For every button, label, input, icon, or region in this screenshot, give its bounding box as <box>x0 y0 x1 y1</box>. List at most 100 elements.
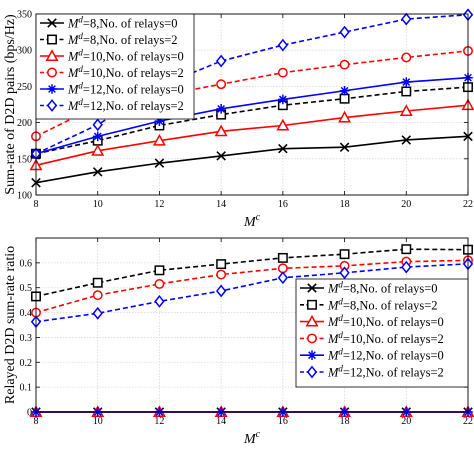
data-point <box>154 265 165 276</box>
legend-label: Md=10,No. of relays=2 <box>67 64 184 80</box>
y-tick-label: 0.2 <box>20 358 33 369</box>
x-tick-label: 14 <box>216 416 226 427</box>
data-point <box>92 118 103 132</box>
data-point <box>276 118 290 131</box>
data-point <box>338 110 352 123</box>
legend-marker <box>307 350 317 360</box>
data-point <box>278 94 288 105</box>
x-tick-label: 12 <box>154 199 164 210</box>
data-point <box>399 104 413 116</box>
series-line <box>35 76 469 155</box>
y-tick-label: 0.3 <box>20 333 33 344</box>
legend-label: Md=12,No. of relays=2 <box>327 364 444 380</box>
series-line <box>35 259 469 314</box>
legend-label: Md=12,No. of relays=2 <box>67 97 184 113</box>
x-tick-label: 18 <box>340 199 350 210</box>
data-point <box>277 38 289 52</box>
x-tick-label: 22 <box>463 416 473 427</box>
y-tick-label: 300 <box>17 46 32 57</box>
legend-marker <box>46 99 58 112</box>
y-tick-label: 200 <box>17 118 32 129</box>
data-point <box>216 79 227 90</box>
data-point <box>277 252 288 263</box>
x-tick-label: 8 <box>34 416 39 427</box>
data-point <box>401 12 412 26</box>
data-point <box>401 52 412 63</box>
data-point <box>92 167 103 177</box>
data-point <box>215 284 227 298</box>
data-point <box>216 269 227 280</box>
legend-label: Md=12,No. of relays=0 <box>327 347 444 363</box>
data-point <box>401 135 412 145</box>
data-point <box>92 306 103 320</box>
y-tick-label: 0.1 <box>20 383 33 394</box>
x-tick-label: 18 <box>340 416 350 427</box>
legend-marker <box>307 283 317 293</box>
series-line <box>35 86 469 155</box>
legend-marker <box>45 49 59 61</box>
y-tick-label: 0.5 <box>20 283 33 294</box>
data-point <box>277 271 289 285</box>
data-point <box>214 124 228 137</box>
data-point <box>277 67 288 78</box>
data-point <box>154 294 165 308</box>
legend-marker <box>47 34 57 45</box>
data-point <box>92 290 103 301</box>
x-tick-label: 20 <box>401 416 411 427</box>
data-point <box>339 25 350 39</box>
x-tick-label: 20 <box>401 199 411 210</box>
data-point <box>92 131 103 142</box>
data-point <box>401 244 412 255</box>
series-line <box>35 263 469 323</box>
data-point <box>154 279 165 289</box>
data-point <box>339 249 350 260</box>
legend-label: Md=8,No. of relays=0 <box>67 15 178 31</box>
data-point <box>339 85 350 96</box>
x-tick-label: 10 <box>93 199 103 210</box>
legend-label: Md=8,No. of relays=2 <box>327 296 438 312</box>
legend-marker <box>305 314 319 327</box>
legend-marker <box>306 365 318 379</box>
legend-box <box>35 13 195 120</box>
data-point <box>216 104 226 114</box>
data-point <box>278 143 288 154</box>
legend-marker <box>47 67 57 78</box>
data-point <box>92 277 103 288</box>
series-m-d-8-no-of-relays-0 <box>31 131 473 188</box>
series-line <box>35 104 469 167</box>
data-point <box>216 259 227 270</box>
data-point <box>152 133 166 146</box>
data-point <box>401 86 412 97</box>
x-tick-label: 8 <box>34 199 39 210</box>
data-point <box>339 59 350 70</box>
legend-marker <box>307 333 317 344</box>
x-axis-label: Mc <box>243 429 261 447</box>
y-axis-label: Relayed D2D sum-rate ratio <box>3 246 18 404</box>
data-point <box>339 93 350 104</box>
legend-marker <box>307 299 317 310</box>
legend: Md=8,No. of relays=0Md=8,No. of relays=2… <box>295 278 469 388</box>
data-point <box>339 142 350 152</box>
data-point <box>401 77 412 87</box>
legend-box <box>295 278 469 388</box>
series-line <box>35 248 469 298</box>
series-m-d-10-no-of-relays-0 <box>29 98 474 171</box>
data-point <box>216 151 226 161</box>
legend: Md=8,No. of relays=0Md=8,No. of relays=2… <box>35 13 195 120</box>
legend-marker <box>47 18 57 28</box>
x-tick-label: 12 <box>154 416 164 427</box>
x-tick-label: 16 <box>278 416 288 427</box>
series-line <box>35 135 469 184</box>
data-point <box>401 260 412 274</box>
y-tick-label: 350 <box>17 10 32 21</box>
data-point <box>91 144 105 156</box>
top-chart-panel: 8 10 12 14 16 18 20 22100150200250300350Md=8,No… <box>3 8 474 230</box>
legend-label: Md=10,No. of relays=0 <box>67 48 184 64</box>
series-line <box>35 50 469 138</box>
legend-label: Md=10,No. of relays=0 <box>327 313 444 329</box>
legend-label: Md=8,No. of relays=2 <box>67 31 178 47</box>
legend-label: Md=10,No. of relays=2 <box>327 330 444 346</box>
y-tick-label: 250 <box>17 82 32 93</box>
legend-label: Md=12,No. of relays=0 <box>67 81 184 97</box>
